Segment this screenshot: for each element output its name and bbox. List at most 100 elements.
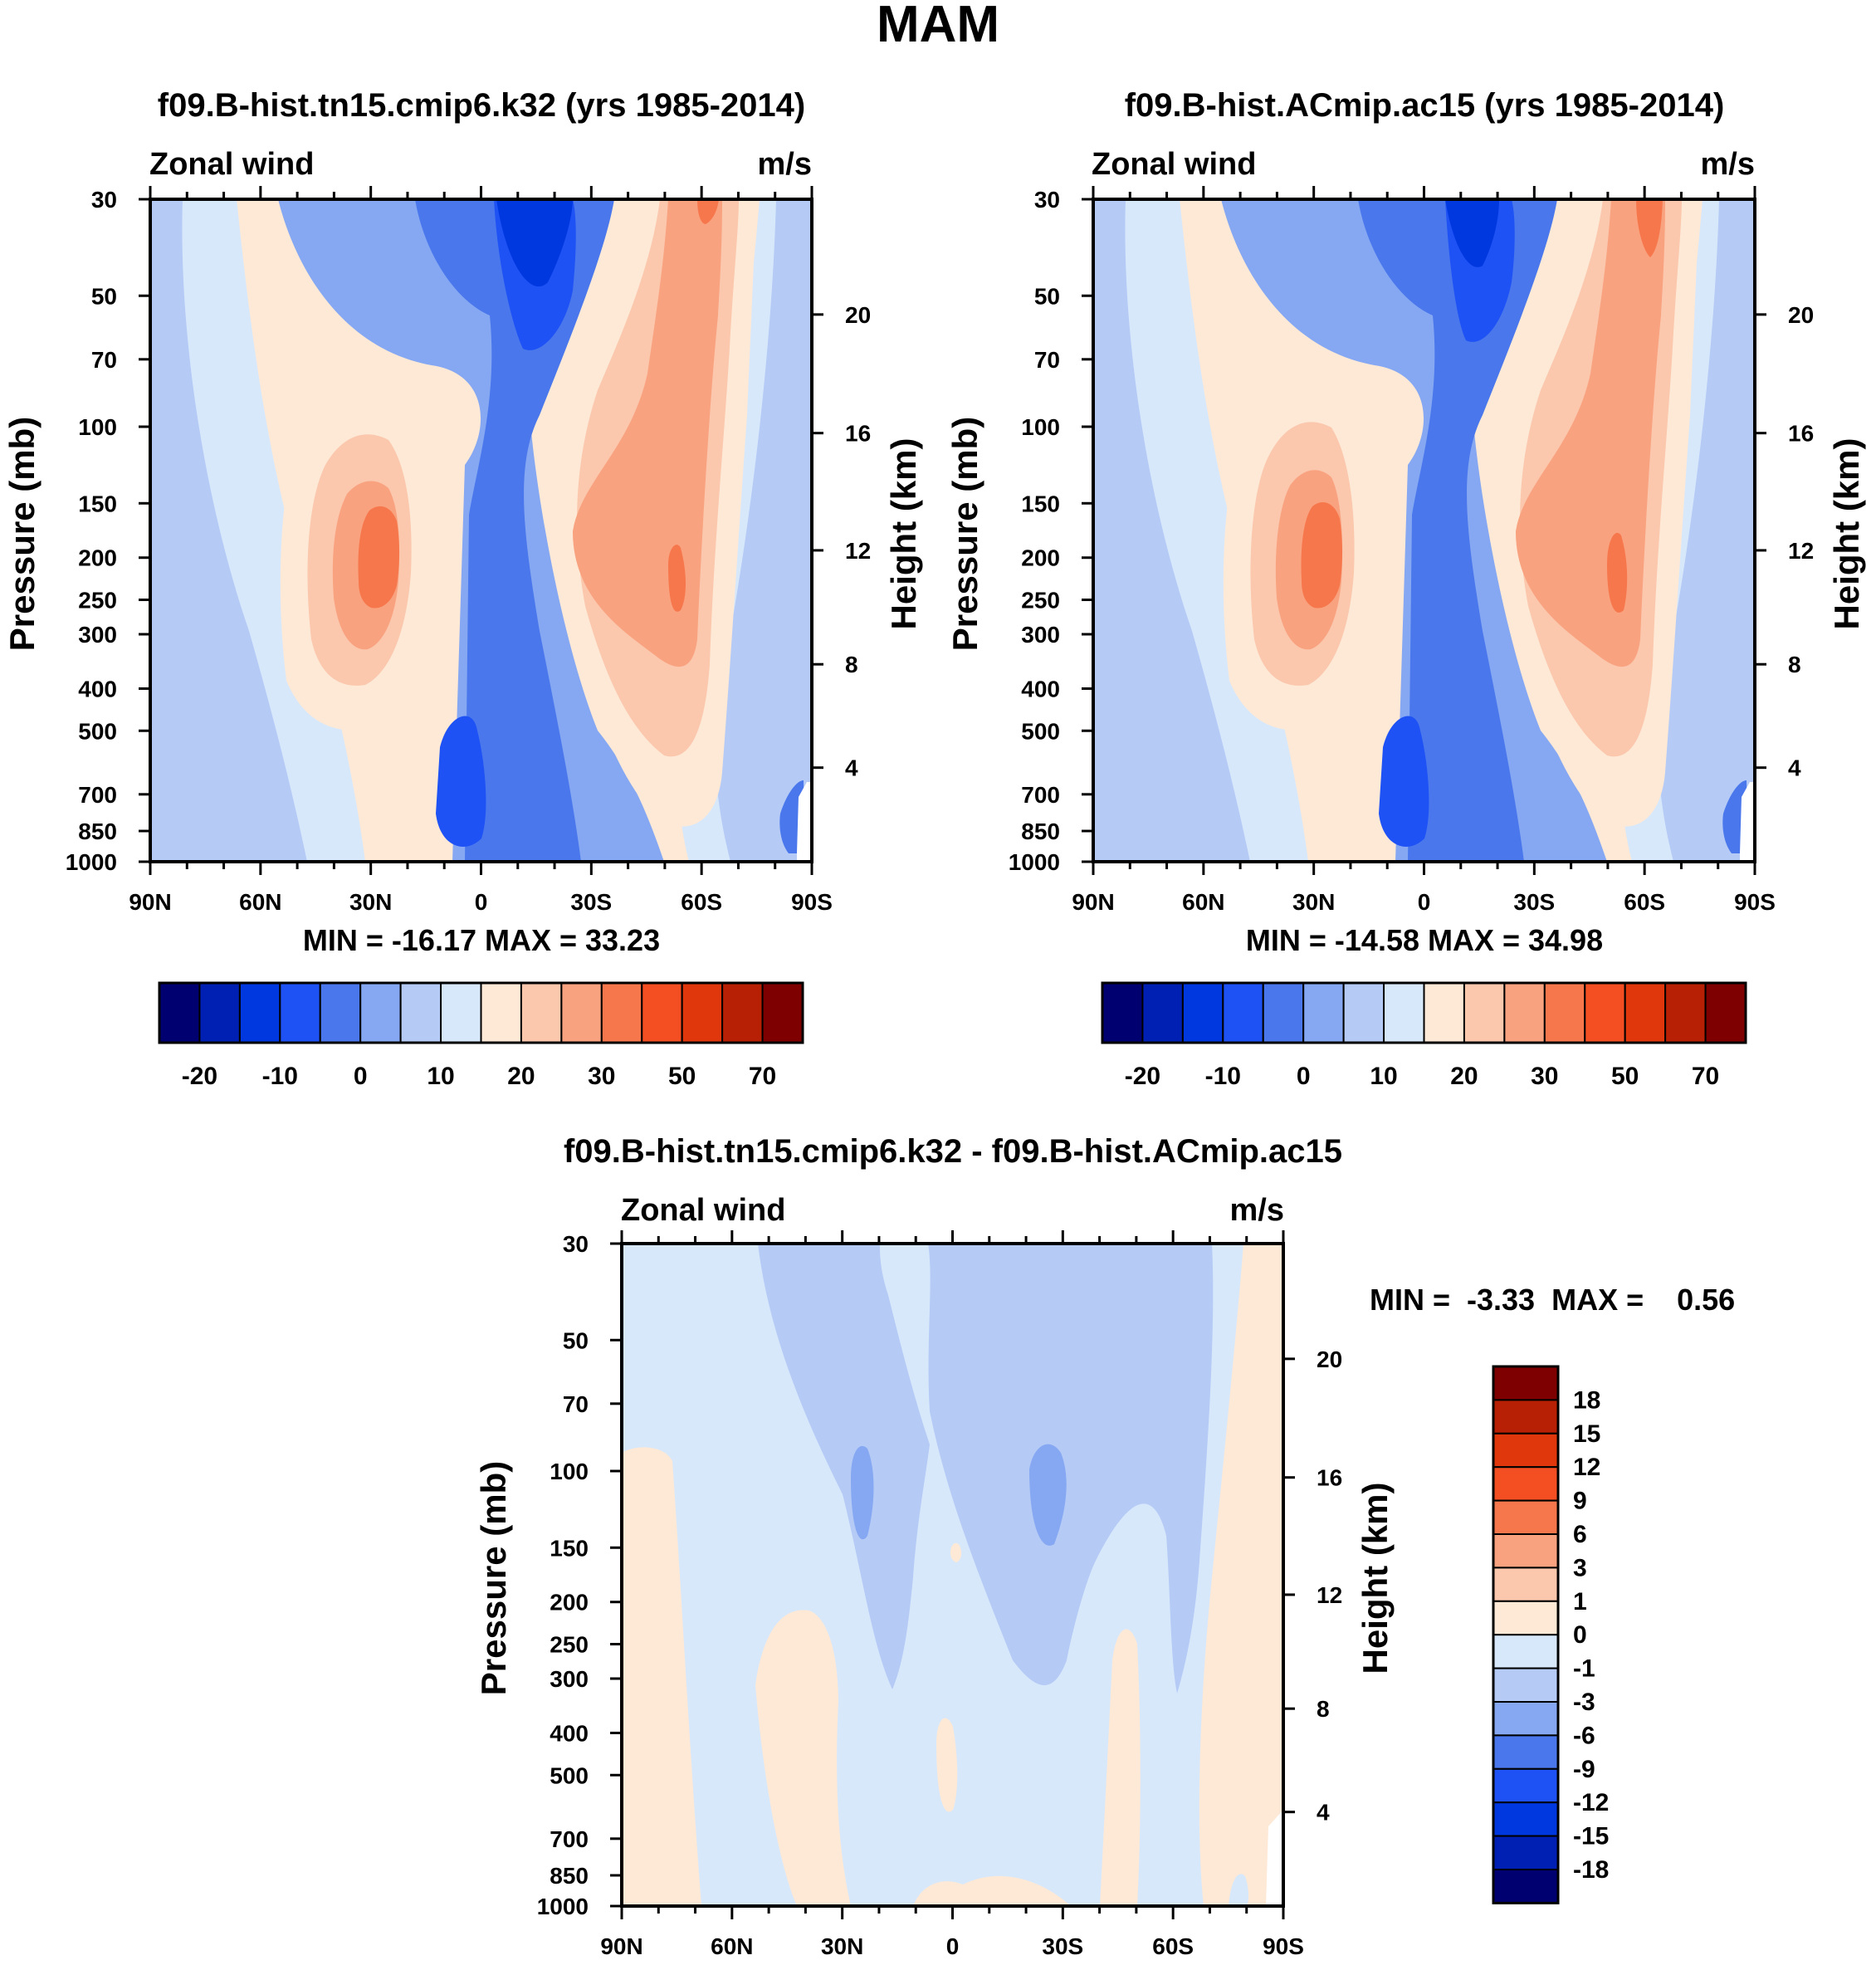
y-tick-label: 250 bbox=[1021, 588, 1060, 613]
panel-1-right-label: m/s bbox=[758, 147, 812, 182]
colorbar-cell bbox=[238, 982, 281, 1044]
colorbar-label: 30 bbox=[1531, 1063, 1558, 1090]
colorbar-label: -9 bbox=[1573, 1756, 1595, 1783]
y-tick-label: 100 bbox=[1021, 414, 1060, 440]
contour-fill bbox=[1516, 199, 1665, 667]
y-tick-label: 250 bbox=[550, 1632, 589, 1658]
x-tick-label: 60N bbox=[711, 1933, 753, 1959]
contour-fill bbox=[1740, 782, 1755, 862]
y-tick-label: 500 bbox=[78, 718, 117, 744]
x-tick-label: 90S bbox=[1263, 1933, 1304, 1959]
y-tick-label: 70 bbox=[1034, 347, 1060, 373]
x-tick-label: 60N bbox=[239, 889, 281, 915]
colorbar-cell bbox=[198, 982, 241, 1044]
colorbar-cell bbox=[1492, 1499, 1559, 1535]
y-tick-label: 1000 bbox=[1009, 849, 1060, 875]
colorbar-cell bbox=[1492, 1634, 1559, 1669]
colorbar-cell bbox=[1302, 982, 1345, 1044]
contour-fill bbox=[415, 199, 614, 862]
x-tick-label: 30N bbox=[821, 1933, 863, 1959]
y-tick-label: 300 bbox=[550, 1666, 589, 1692]
colorbar-label: -15 bbox=[1573, 1823, 1609, 1850]
x-tick-label: 30N bbox=[349, 889, 392, 915]
y-tick-label: 1000 bbox=[66, 849, 117, 875]
y-tick-label: 50 bbox=[563, 1327, 589, 1353]
y-tick-label: 700 bbox=[550, 1826, 589, 1852]
colorbar-label: 3 bbox=[1573, 1554, 1587, 1581]
colorbar-cell bbox=[159, 982, 201, 1044]
colorbar-cell bbox=[1492, 1767, 1559, 1804]
height-tick-label: 4 bbox=[1317, 1800, 1330, 1826]
colorbar-cell bbox=[1181, 982, 1224, 1044]
contour-fill bbox=[936, 1718, 958, 1812]
colorbar-cell bbox=[1141, 982, 1184, 1044]
contour-fill bbox=[496, 199, 573, 287]
height-tick-label: 8 bbox=[1788, 652, 1801, 677]
colorbar-label: -3 bbox=[1573, 1689, 1595, 1716]
colorbar-frame bbox=[158, 981, 804, 1044]
x-tick-label: 30N bbox=[1292, 889, 1335, 915]
contour-fill bbox=[1199, 1244, 1283, 1906]
y-tick-label: 30 bbox=[91, 187, 117, 213]
x-tick-label: 60N bbox=[1182, 889, 1224, 915]
x-tick-label: 30S bbox=[570, 889, 612, 915]
colorbar-label: 20 bbox=[1450, 1063, 1478, 1090]
contour-fill bbox=[1029, 1444, 1067, 1546]
panel-1-left-label: Zonal wind bbox=[149, 147, 314, 182]
contour-fill bbox=[1607, 532, 1628, 613]
panel-3-left-label: Zonal wind bbox=[621, 1193, 785, 1228]
colorbar-cell bbox=[1423, 982, 1465, 1044]
panel-1: f09.B-hist.tn15.cmip6.k32 (yrs 1985-2014… bbox=[2, 87, 923, 1090]
x-tick-label: 60S bbox=[1152, 1933, 1194, 1959]
panel-1-plot-area bbox=[150, 199, 812, 862]
colorbar-label: 50 bbox=[1611, 1063, 1639, 1090]
colorbar-label: 15 bbox=[1573, 1420, 1600, 1448]
colorbar-cell bbox=[1492, 1466, 1559, 1502]
contour-fill bbox=[1445, 199, 1499, 267]
colorbar-cell bbox=[1503, 982, 1546, 1044]
panel-1-colorbar: -20 -10 0 10 20 30 50 70 bbox=[158, 981, 804, 1090]
panel-3-colorbar: 18 15 12 9 6 3 1 0 -1 -3 -6 -9 -12 -15 -18 bbox=[1492, 1365, 1609, 1904]
colorbar-cell bbox=[1492, 1801, 1559, 1837]
y-tick-label: 300 bbox=[78, 622, 117, 648]
height-tick-label: 4 bbox=[845, 755, 858, 781]
x-tick-label: 90N bbox=[1072, 889, 1114, 915]
contour-fill bbox=[668, 545, 686, 612]
contour-fill bbox=[1636, 199, 1663, 257]
contour-fill bbox=[755, 1610, 851, 1906]
colorbar-cell bbox=[1492, 1701, 1559, 1737]
contour-fill bbox=[1100, 1629, 1141, 1906]
y-axis-right-title: Height (km) bbox=[1356, 1482, 1395, 1674]
x-tick-label: 90N bbox=[600, 1933, 642, 1959]
colorbar-label: 30 bbox=[588, 1063, 615, 1090]
x-tick-label: 60S bbox=[1624, 889, 1665, 915]
contour-fill bbox=[1379, 716, 1429, 847]
height-tick-label: 20 bbox=[1788, 302, 1814, 328]
contour-fill bbox=[928, 1244, 1214, 1694]
panel-3-plot-area bbox=[622, 1244, 1283, 1906]
colorbar-cell bbox=[1492, 1600, 1559, 1636]
x-tick-label: 0 bbox=[1418, 889, 1431, 915]
panel-3-axes: 30 50 70 100 150 200 250 300 400 500 700 850 1000 20 1… bbox=[474, 1230, 1395, 1959]
y-tick-label: 150 bbox=[78, 491, 117, 516]
page-title: MAM bbox=[877, 0, 999, 53]
y-tick-label: 70 bbox=[91, 347, 117, 373]
colorbar-cell bbox=[1664, 982, 1707, 1044]
y-tick-label: 150 bbox=[550, 1535, 589, 1561]
y-axis-title: Pressure (mb) bbox=[2, 417, 42, 651]
colorbar-cell bbox=[600, 982, 643, 1044]
colorbar-label: 70 bbox=[1692, 1063, 1719, 1090]
colorbar-cell bbox=[1492, 1734, 1559, 1770]
y-tick-label: 70 bbox=[563, 1391, 589, 1417]
colorbar-cell bbox=[761, 982, 804, 1044]
contour-fill bbox=[573, 199, 722, 667]
contour-fill bbox=[797, 782, 812, 862]
y-tick-label: 100 bbox=[78, 414, 117, 440]
colorbar-cell bbox=[1342, 982, 1385, 1044]
colorbar-cell bbox=[1222, 982, 1264, 1044]
y-tick-label: 850 bbox=[78, 819, 117, 844]
colorbar-cell bbox=[1492, 1399, 1559, 1435]
colorbar-label: -12 bbox=[1573, 1789, 1609, 1816]
colorbar-cell bbox=[560, 982, 603, 1044]
